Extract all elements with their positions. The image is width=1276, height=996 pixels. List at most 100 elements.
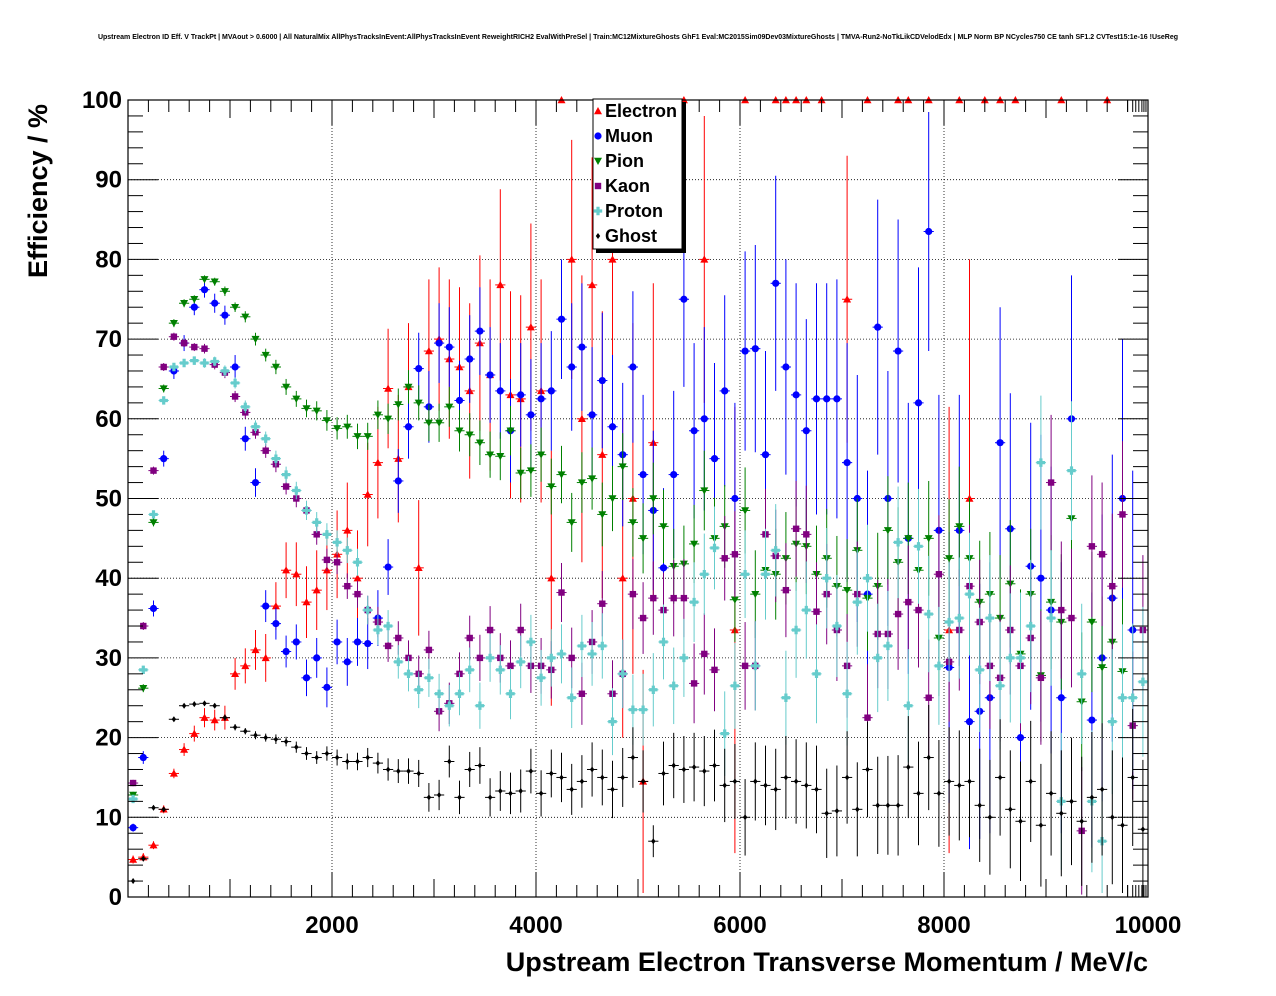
data-point: [770, 748, 781, 831]
data-point: [291, 741, 302, 753]
point-marker: [568, 654, 575, 662]
point-marker: [1006, 653, 1015, 663]
data-point: [352, 618, 363, 666]
point-marker: [741, 347, 749, 355]
point-marker: [864, 714, 871, 721]
legend-entry-muon: Muon: [594, 126, 653, 146]
data-point: [301, 566, 312, 638]
point-marker: [139, 753, 147, 762]
point-marker: [160, 363, 167, 371]
point-marker: [261, 434, 270, 443]
data-point: [699, 613, 710, 695]
point-marker: [1099, 786, 1105, 793]
point-marker: [1110, 814, 1115, 821]
data-point: [128, 823, 139, 832]
data-point: [882, 590, 893, 701]
point-marker: [710, 455, 719, 463]
data-point: [811, 745, 822, 834]
point-marker: [424, 347, 433, 355]
data-point: [933, 606, 944, 725]
point-marker: [661, 770, 666, 777]
data-point: [709, 729, 720, 802]
data-point: [648, 561, 659, 635]
data-point: [576, 755, 587, 808]
point-marker: [373, 411, 382, 419]
point-marker: [457, 794, 462, 801]
point-marker: [241, 435, 249, 443]
data-point: [913, 741, 924, 846]
data-point: [913, 488, 924, 604]
point-marker: [610, 786, 615, 793]
data-point: [1046, 550, 1057, 686]
data-point: [311, 637, 322, 678]
point-marker: [732, 778, 738, 785]
point-marker: [526, 323, 535, 331]
data-point: [709, 628, 720, 712]
point-marker: [506, 427, 515, 435]
data-point: [403, 758, 414, 784]
data-point: [1025, 559, 1036, 693]
point-marker: [934, 661, 944, 671]
point-marker: [179, 358, 189, 368]
data-point: [199, 275, 210, 284]
data-point: [576, 614, 587, 678]
point-marker: [904, 535, 913, 543]
data-point: [291, 624, 302, 660]
point-marker: [241, 402, 250, 412]
point-marker: [1038, 822, 1044, 829]
point-marker: [832, 621, 842, 631]
point-marker: [424, 673, 434, 683]
point-marker: [689, 597, 699, 607]
point-marker: [169, 362, 179, 372]
data-point: [1097, 723, 1108, 856]
data-point: [434, 779, 445, 811]
point-marker: [690, 427, 698, 435]
data-point: [648, 825, 659, 858]
data-point: [281, 378, 292, 395]
data-point: [281, 466, 292, 483]
data-point: [413, 759, 424, 788]
data-point: [780, 650, 791, 745]
point-marker: [690, 680, 698, 687]
point-marker: [630, 754, 636, 761]
data-point: [138, 665, 149, 675]
y-tick-label: 90: [95, 167, 122, 194]
point-marker: [333, 638, 341, 646]
point-marker: [741, 662, 749, 670]
data-point: [189, 343, 200, 352]
data-point: [383, 758, 394, 781]
point-marker: [955, 523, 964, 531]
data-point: [464, 413, 475, 457]
point-marker: [578, 690, 586, 697]
data-point: [199, 343, 210, 354]
point-marker: [282, 647, 290, 656]
data-point: [923, 111, 934, 352]
point-marker: [578, 343, 586, 351]
y-tick-label: 70: [95, 326, 122, 353]
point-marker: [873, 653, 882, 663]
point-marker: [496, 665, 505, 675]
point-marker: [1058, 606, 1065, 614]
data-point: [882, 755, 893, 855]
point-marker: [649, 685, 658, 694]
point-marker: [404, 669, 413, 679]
x-axis-label: Upstream Electron Transverse Momentum / …: [506, 947, 1148, 977]
data-point: [1066, 737, 1077, 866]
point-marker: [477, 762, 483, 769]
point-marker: [710, 543, 719, 553]
point-marker: [547, 387, 555, 395]
data-point: [474, 287, 485, 375]
data-point: [607, 465, 618, 532]
legend-box: [592, 98, 683, 250]
legend-entry-ghost: Ghost: [595, 226, 657, 246]
point-marker: [730, 681, 740, 690]
y-tick-label: 40: [95, 565, 122, 592]
data-point: [158, 450, 169, 467]
y-tick-label: 50: [95, 486, 122, 513]
data-point: [791, 582, 802, 678]
data-point: [138, 855, 149, 862]
point-marker: [640, 778, 646, 785]
data-point: [474, 747, 485, 784]
data-point: [372, 752, 383, 774]
data-point: [362, 595, 373, 625]
